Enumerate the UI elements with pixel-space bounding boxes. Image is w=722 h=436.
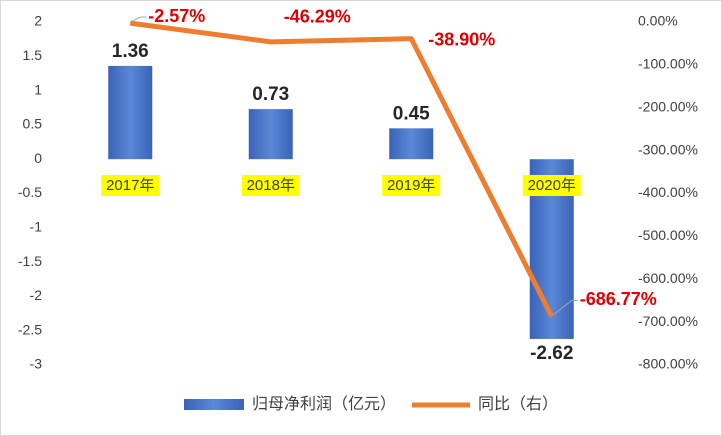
y-tick-label: 1.5 — [23, 47, 43, 63]
line-value-label: -2.57% — [148, 6, 205, 26]
leader-line — [553, 299, 578, 315]
bar-value-label: 0.45 — [393, 103, 430, 124]
y2-tick-label: -700.00% — [638, 313, 698, 329]
category-highlight — [101, 175, 160, 196]
category-highlight — [241, 175, 300, 196]
y2-tick-label: -500.00% — [638, 227, 698, 243]
bar — [108, 65, 153, 160]
y2-tick-label: -800.00% — [638, 356, 698, 372]
bar-value-label: 0.73 — [252, 84, 289, 105]
line — [129, 20, 554, 318]
category-highlight — [522, 175, 581, 196]
y-tick-label: -3 — [30, 356, 43, 372]
x-tick-label: 2020年 — [528, 177, 576, 194]
y-tick-label: 2 — [34, 13, 42, 29]
leader-line — [132, 16, 147, 22]
legend-swatch — [184, 399, 244, 410]
y-tick-label: -2 — [30, 287, 43, 303]
x-tick-label: 2018年 — [247, 177, 295, 194]
y-tick-label: 0.5 — [23, 116, 43, 132]
y2-tick-label: -100.00% — [638, 56, 698, 72]
category-highlight — [382, 175, 441, 196]
line-value-label: -46.29% — [284, 7, 351, 27]
bar — [248, 109, 293, 160]
y2-tick-label: -400.00% — [638, 184, 698, 200]
y2-tick-label: -300.00% — [638, 141, 698, 157]
y-tick-label: -1.5 — [18, 253, 42, 269]
y2-tick-label: 0.00% — [638, 13, 678, 29]
y-tick-label: 1 — [34, 81, 42, 97]
bar-value-label: -2.62 — [530, 343, 573, 364]
bar-value-label: 1.36 — [112, 41, 149, 62]
y-tick-label: 0 — [34, 150, 42, 166]
legend-label: 归母净利润（亿元） — [252, 395, 396, 413]
x-tick-label: 2019年 — [387, 177, 435, 194]
y-tick-label: -2.5 — [18, 321, 42, 337]
bar — [389, 128, 434, 160]
legend-label: 同比（右） — [478, 395, 558, 413]
line-value-label: -38.90% — [428, 29, 495, 49]
y-tick-label: -0.5 — [18, 184, 42, 200]
line-value-label: -686.77% — [580, 289, 657, 309]
y2-tick-label: -200.00% — [638, 98, 698, 114]
x-tick-label: 2017年 — [106, 177, 154, 194]
y-tick-label: -1 — [30, 219, 43, 235]
y2-tick-label: -600.00% — [638, 270, 698, 286]
